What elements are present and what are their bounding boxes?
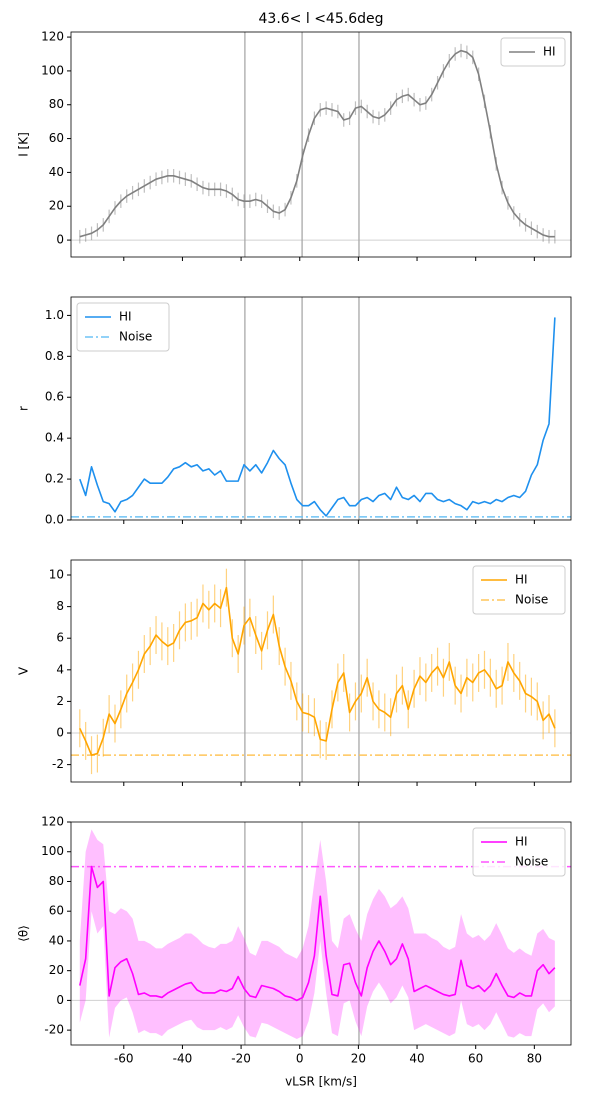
y-tick-label: 100 [41, 63, 64, 77]
plot-area [71, 32, 571, 257]
y-tick-label: 80 [49, 97, 64, 111]
x-tick-label: -60 [114, 1052, 134, 1066]
axes-frame [70, 296, 572, 521]
legend-label: Noise [119, 330, 152, 344]
axes-frame [70, 31, 572, 258]
y-tick-label: 0.0 [45, 513, 64, 527]
y-tick-label: 40 [49, 165, 64, 179]
legend-box [472, 827, 566, 877]
y-tick-label: 80 [49, 874, 64, 888]
legend-label: HI [543, 45, 556, 59]
y-tick-label: 2 [56, 694, 64, 708]
y-tick-label: 40 [49, 933, 64, 947]
y-tick-label: 0.2 [45, 472, 64, 486]
x-tick-label: 40 [409, 1052, 424, 1066]
legend-label: HI [119, 310, 132, 324]
y-tick-label: 60 [49, 131, 64, 145]
y-tick-label: 6 [56, 631, 64, 645]
x-tick-label: -20 [231, 1052, 251, 1066]
data-line [79, 49, 555, 238]
chart-title: 43.6< l <45.6deg [259, 11, 384, 27]
legend-label: HI [515, 835, 528, 849]
legend-label: HI [515, 573, 528, 587]
y-tick-label: 8 [56, 599, 64, 613]
y-tick-label: 120 [41, 815, 64, 829]
y-tick-label: 4 [56, 662, 64, 676]
y-tick-label: 120 [41, 30, 64, 44]
x-tick-label: 60 [468, 1052, 483, 1066]
y-tick-label: 0.8 [45, 349, 64, 363]
y-tick-label: 0 [56, 233, 64, 247]
axes-frame [70, 821, 572, 1046]
y-tick-label: 0.4 [45, 431, 64, 445]
y-axis-label: ⟨θ⟩ [17, 925, 31, 942]
y-axis-label: I [K] [17, 132, 31, 157]
plot-area [71, 560, 571, 782]
uncertainty-band [79, 829, 555, 1040]
legend-box [472, 565, 566, 615]
data-line [79, 317, 556, 517]
y-tick-label: 100 [41, 844, 64, 858]
x-tick-label: 0 [296, 1052, 304, 1066]
x-tick-label: 20 [351, 1052, 366, 1066]
y-axis-label: V [17, 666, 31, 675]
y-tick-label: 20 [49, 199, 64, 213]
data-line [79, 586, 556, 756]
y-tick-label: 60 [49, 904, 64, 918]
y-tick-label: 10 [49, 568, 64, 582]
y-tick-label: 0 [56, 726, 64, 740]
plot-area [71, 297, 571, 520]
y-axis-label: r [17, 406, 31, 411]
legend-label: Noise [515, 593, 548, 607]
axes-frame [70, 559, 572, 783]
legend-label: Noise [515, 855, 548, 869]
x-axis-label: vLSR [km/s] [285, 1075, 357, 1089]
x-tick-label: -40 [173, 1052, 193, 1066]
legend-box [76, 302, 170, 352]
y-tick-label: 20 [49, 963, 64, 977]
y-tick-label: 1.0 [45, 308, 64, 322]
y-tick-label: 0 [56, 993, 64, 1007]
x-tick-label: 80 [527, 1052, 542, 1066]
y-tick-label: -20 [44, 1023, 64, 1037]
data-line [79, 865, 556, 1002]
y-tick-label: -2 [52, 757, 64, 771]
y-tick-label: 0.6 [45, 390, 64, 404]
